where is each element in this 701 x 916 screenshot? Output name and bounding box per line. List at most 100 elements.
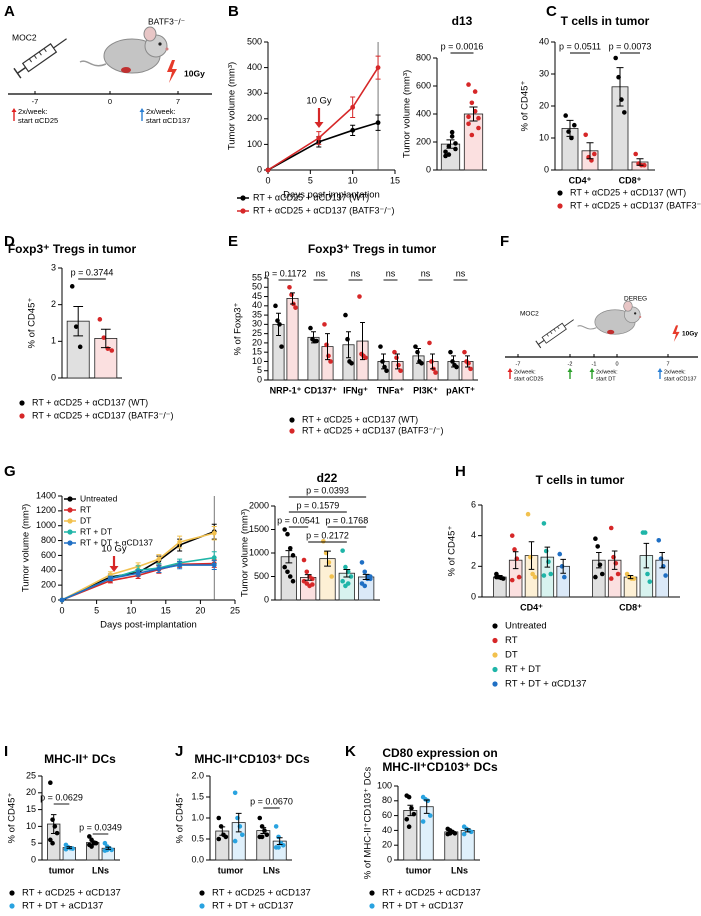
- mouse-nose: [165, 47, 169, 51]
- x-tick-label: PI3K⁺: [413, 385, 438, 395]
- error-bar: [544, 546, 551, 568]
- data-point: [273, 824, 279, 829]
- legend-marker: [199, 903, 205, 909]
- y-tick-label: 40: [382, 825, 392, 835]
- y-tick-label: 2: [51, 299, 56, 309]
- y-tick-label: 0: [257, 374, 262, 384]
- x-tick-label: pAKT⁺: [446, 385, 475, 395]
- y-axis-label: Tumor volume (mm³): [240, 509, 251, 597]
- y-tick-label: 200: [247, 113, 262, 123]
- annotation-arrow-head: [109, 566, 119, 572]
- data-point: [516, 574, 522, 580]
- data-point: [257, 815, 263, 821]
- syringe-mark: [553, 328, 556, 332]
- data-point: [413, 344, 418, 349]
- legend-marker: [67, 496, 73, 502]
- error-bar: [343, 568, 351, 578]
- data-point: [259, 834, 265, 840]
- y-axis-label: Tumor volume (mm³): [227, 62, 238, 150]
- x-tick-label: CD4⁺: [569, 175, 592, 185]
- x-tick-label: tumor: [49, 865, 75, 875]
- error-bar: [360, 322, 365, 361]
- data-point: [429, 359, 434, 364]
- data-point: [631, 576, 637, 581]
- mouse-tail: [79, 60, 107, 67]
- significance-label: p = 0.1172: [264, 268, 306, 278]
- mouse-ear: [623, 300, 633, 312]
- data-point: [232, 838, 238, 844]
- error-bar: [346, 331, 351, 359]
- annotation: 10 Gy: [101, 544, 127, 555]
- y-tick-label: 25: [26, 770, 36, 780]
- data-point: [472, 108, 478, 114]
- timeline-label: -7: [516, 361, 521, 367]
- data-point: [316, 135, 322, 141]
- legend-marker: [557, 203, 563, 209]
- y-tick-label: 0: [51, 594, 56, 604]
- data-point: [394, 355, 399, 361]
- chart-title: MHC-II⁺ DCs: [44, 752, 116, 766]
- y-tick-label: 10: [539, 132, 549, 142]
- data-point: [420, 819, 426, 824]
- x-tick-label: tumor: [218, 865, 244, 875]
- panel-label: G: [4, 463, 16, 480]
- significance-label: p = 0.3744: [71, 267, 114, 277]
- legend-label: DT: [505, 650, 518, 661]
- x-tick-label: CD137⁺: [304, 385, 337, 395]
- x-tick-label: 5: [308, 175, 313, 185]
- legend-label: RT + αCD25 + αCD137 (BATF3⁻/⁻): [253, 205, 394, 215]
- legend-label: DT: [80, 515, 91, 525]
- data-point: [406, 824, 412, 829]
- y-tick-label: 0: [387, 854, 392, 864]
- radiation-label: 10Gy: [184, 68, 205, 78]
- data-point: [287, 284, 292, 290]
- syringe-mark: [43, 48, 47, 53]
- data-point: [469, 100, 475, 106]
- data-point: [216, 836, 222, 842]
- series-line: [61, 562, 215, 601]
- legend-marker: [369, 890, 375, 896]
- y-tick-label: 1400: [36, 490, 56, 500]
- data-point: [593, 574, 598, 580]
- y-tick-label: 1500: [249, 524, 269, 534]
- legend-label: RT + DT + αCD137: [80, 537, 153, 547]
- error-bar: [446, 139, 455, 149]
- y-tick-label: 20: [252, 337, 262, 347]
- y-tick-label: 2000: [249, 500, 269, 510]
- data-point: [642, 162, 647, 168]
- y-tick-label: 10: [252, 356, 262, 366]
- y-axis-label: % of CD45⁺: [175, 793, 186, 844]
- significance-label: p = 0.0073: [609, 41, 652, 51]
- data-point: [433, 370, 438, 375]
- data-point: [322, 322, 327, 327]
- error-bar: [636, 158, 644, 166]
- data-point: [223, 834, 229, 840]
- data-point: [273, 303, 278, 309]
- x-tick-label: tumor: [406, 865, 432, 875]
- significance-label: p = 0.0511: [559, 41, 601, 51]
- error-bar: [260, 827, 267, 835]
- error-bar: [616, 67, 624, 107]
- mouse-nose: [639, 315, 642, 319]
- data-point: [453, 146, 458, 152]
- data-point: [282, 527, 287, 532]
- radiation-label: 10Gy: [682, 331, 698, 338]
- error-bar: [611, 550, 618, 570]
- series-line: [267, 121, 379, 171]
- significance-label: p = 0.0349: [79, 822, 122, 832]
- data-point: [398, 368, 403, 374]
- y-tick-label: 1200: [36, 505, 56, 515]
- y-tick-label: 0: [257, 164, 262, 174]
- data-point: [97, 317, 103, 322]
- y-tick-label: 15: [26, 804, 36, 814]
- legend-label: RT + αCD25 + αCD137 (BATF3⁻/⁻): [302, 425, 443, 435]
- chart-title: MHC-II⁺CD103⁺ DCs: [194, 752, 310, 766]
- panel-label: H: [455, 463, 466, 480]
- chart-title: Foxp3⁺ Tregs in tumor: [308, 242, 437, 256]
- y-axis-label: % of CD45⁺: [7, 793, 18, 844]
- y-tick-label: 0.0: [191, 854, 204, 864]
- radiation-bolt: [672, 325, 680, 342]
- data-point: [378, 344, 383, 349]
- data-point: [613, 55, 618, 61]
- data-point: [500, 576, 506, 581]
